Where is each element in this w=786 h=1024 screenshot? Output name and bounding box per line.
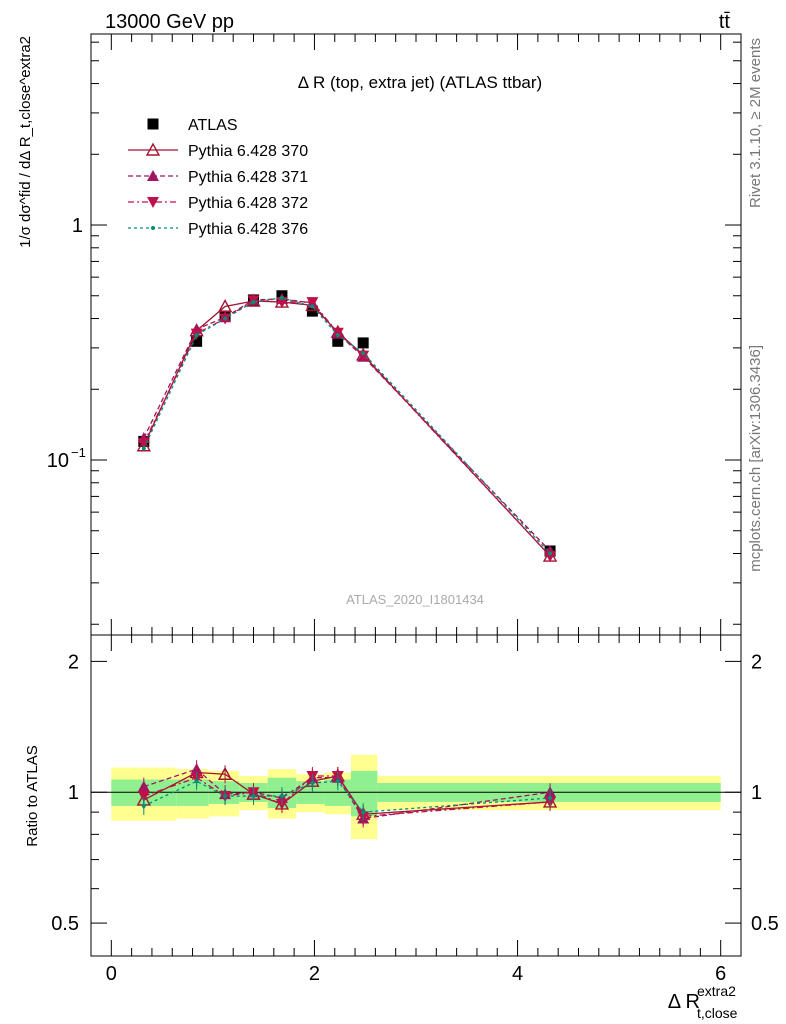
process-label: tt̄ xyxy=(719,11,731,33)
data-point xyxy=(136,438,151,452)
y-tick-label-ratio: 2 xyxy=(68,651,79,673)
series-1 xyxy=(136,293,558,562)
data-point xyxy=(544,551,557,563)
y-tick-label-ratio: 1 xyxy=(68,782,79,804)
y-axis-label-main: 1/σ dσ^fid / dΔ R_t,close^extra2 xyxy=(17,36,34,248)
data-point xyxy=(194,333,199,338)
data-point xyxy=(191,335,203,347)
data-point xyxy=(357,337,369,349)
y-tick-label-ratio: 0.5 xyxy=(751,913,779,935)
legend-label: ATLAS xyxy=(188,117,238,134)
ratio-data-point xyxy=(335,779,340,784)
uncertainty-bands xyxy=(111,754,721,840)
data-point xyxy=(306,297,319,309)
x-tick-label: 2 xyxy=(309,963,320,985)
energy-label: 13000 GeV pp xyxy=(105,11,234,33)
legend-marker xyxy=(147,118,159,130)
legend-marker xyxy=(147,197,159,208)
analysis-id-label: ATLAS_2020_I1801434 xyxy=(346,592,484,607)
data-point xyxy=(335,333,340,338)
x-axis-label-sup: extra2 xyxy=(697,983,736,999)
y-axis-label-ratio: Ratio to ATLAS xyxy=(24,745,41,846)
x-tick-label: 6 xyxy=(715,963,726,985)
ratio-series-group xyxy=(136,760,558,828)
data-point xyxy=(548,551,553,556)
ratio-data-point xyxy=(190,763,203,775)
ratio-data-point xyxy=(137,791,150,803)
ratio-data-point xyxy=(137,780,150,792)
y-tick-label-main-exponent: −1 xyxy=(71,445,86,460)
ratio-series-line xyxy=(143,768,551,820)
data-point xyxy=(357,350,370,362)
ratio-data-point xyxy=(141,803,146,808)
y-tick-label-main: 1 xyxy=(72,215,83,237)
legend-label: Pythia 6.428 371 xyxy=(188,169,308,186)
ratio-data-point xyxy=(251,794,256,799)
legend-marker xyxy=(145,142,161,156)
data-point xyxy=(279,295,284,300)
series-4 xyxy=(141,295,553,556)
series-line xyxy=(143,297,551,554)
ratio-series-3 xyxy=(141,772,553,822)
data-point xyxy=(223,316,228,321)
data-point xyxy=(332,335,344,347)
x-axis-label: Δ R xyxy=(668,991,700,1013)
legend-label: Pythia 6.428 372 xyxy=(188,195,308,212)
data-point xyxy=(141,446,146,451)
legend-label: Pythia 6.428 370 xyxy=(188,143,308,160)
chart-title: Δ R (top, extra jet) (ATLAS ttbar) xyxy=(298,73,542,92)
y-tick-label-main: 10 xyxy=(47,450,69,472)
ratio-data-point xyxy=(217,766,233,780)
main-axis-ticks: 1 10 −1 0 2 4 6 xyxy=(47,34,741,985)
x-tick-label: 4 xyxy=(512,963,523,985)
x-tick-label: 0 xyxy=(106,963,117,985)
legend-marker xyxy=(147,170,159,181)
data-point xyxy=(310,304,315,309)
x-axis-label-main: Δ R xyxy=(668,991,700,1013)
ratio-data-point xyxy=(310,781,315,786)
ratio-data-point xyxy=(194,779,199,784)
data-point xyxy=(306,305,318,317)
ratio-axis-ticks: 0.5 1 2 0.5 1 2 xyxy=(51,651,779,935)
legend-label: Pythia 6.428 376 xyxy=(188,221,308,238)
main-series-group xyxy=(136,290,558,563)
legend-marker xyxy=(151,226,155,230)
y-tick-label-ratio: 1 xyxy=(751,782,762,804)
series-line xyxy=(143,300,551,557)
ratio-data-point xyxy=(361,810,366,815)
data-point xyxy=(361,351,366,356)
x-axis-label-sub: t,close xyxy=(697,1005,738,1021)
data-point xyxy=(275,297,288,309)
rivet-version-label: Rivet 3.1.10, ≥ 2M events xyxy=(747,38,764,208)
legend: ATLAS Pythia 6.428 370 Pythia 6.428 371 Pyt… xyxy=(128,117,308,238)
series-line xyxy=(143,298,551,552)
data-point xyxy=(251,300,256,305)
y-tick-label-ratio: 0.5 xyxy=(51,913,79,935)
y-tick-label-ratio: 2 xyxy=(751,651,762,673)
ratio-data-point xyxy=(548,795,553,800)
mcplots-source-label: mcplots.cern.ch [arXiv:1306.3436] xyxy=(747,345,764,572)
ratio-data-point xyxy=(223,794,228,799)
ratio-data-point xyxy=(279,794,284,799)
series-line xyxy=(143,299,551,557)
ratio-series-line xyxy=(143,780,551,813)
